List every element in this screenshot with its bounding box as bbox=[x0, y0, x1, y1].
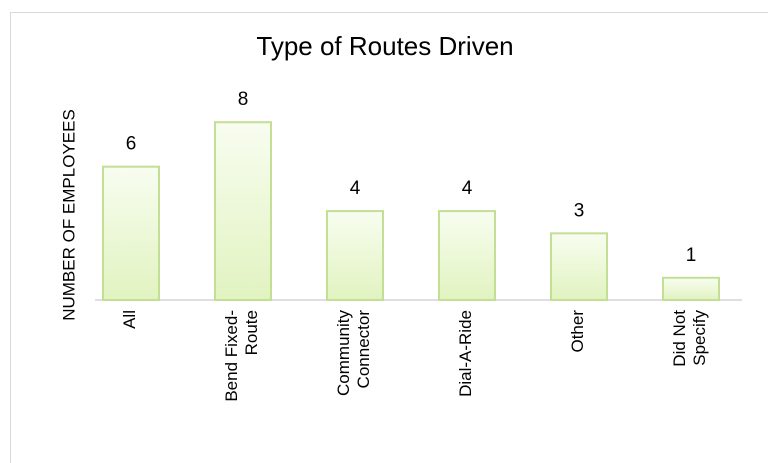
x-tick-label: CommunityConnector bbox=[334, 310, 373, 396]
chart-frame bbox=[10, 12, 768, 463]
data-label: 4 bbox=[462, 178, 473, 199]
x-tick-label: Dial-A-Ride bbox=[456, 310, 475, 397]
bar bbox=[438, 210, 496, 301]
bar bbox=[326, 210, 384, 301]
data-label: 6 bbox=[126, 134, 137, 155]
x-tick-label: Did NotSpecify bbox=[670, 310, 709, 367]
x-tick-label: All bbox=[120, 310, 139, 329]
x-tick-label: Bend Fixed-Route bbox=[222, 310, 261, 402]
bar bbox=[102, 165, 160, 301]
bar bbox=[662, 276, 720, 301]
data-label: 1 bbox=[686, 245, 697, 266]
data-label: 8 bbox=[238, 89, 249, 110]
bar bbox=[550, 232, 608, 301]
chart-title: Type of Routes Driven bbox=[256, 31, 513, 61]
data-label: 3 bbox=[574, 200, 585, 221]
y-axis-label: NUMBER OF EMPLOYEES bbox=[59, 109, 78, 321]
x-tick-label: Other bbox=[568, 310, 587, 353]
bar bbox=[214, 121, 272, 301]
data-label: 4 bbox=[350, 178, 361, 199]
